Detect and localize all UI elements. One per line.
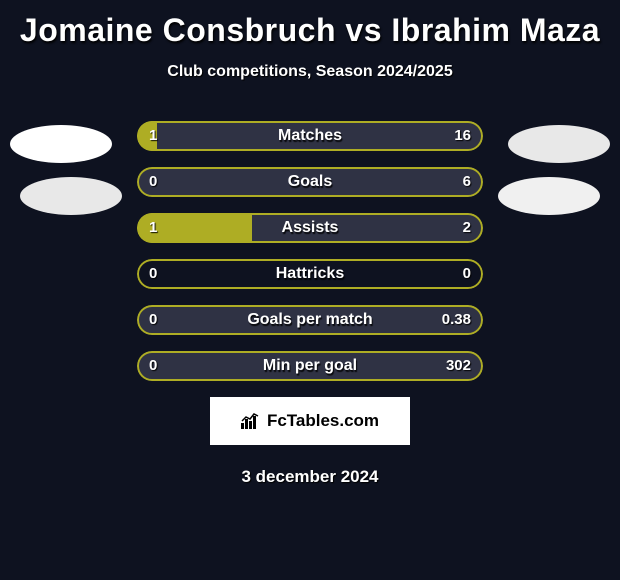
page-subtitle: Club competitions, Season 2024/2025 [0, 63, 620, 81]
stat-row: 0302Min per goal [137, 351, 483, 381]
stat-label: Hattricks [137, 259, 483, 289]
stat-label: Goals [137, 167, 483, 197]
stat-row: 00Hattricks [137, 259, 483, 289]
stat-row: 00.38Goals per match [137, 305, 483, 335]
stat-label: Assists [137, 213, 483, 243]
branding-badge: FcTables.com [210, 397, 410, 445]
stat-row: 12Assists [137, 213, 483, 243]
chart-icon [241, 413, 261, 429]
stat-row: 116Matches [137, 121, 483, 151]
branding-label: FcTables.com [267, 411, 379, 431]
player-right-avatar-1 [508, 125, 610, 163]
stat-label: Min per goal [137, 351, 483, 381]
stat-label: Matches [137, 121, 483, 151]
player-left-avatar-2 [20, 177, 122, 215]
stat-rows-container: 116Matches 06Goals 12Assists 00Hattricks 00.… [137, 121, 483, 381]
player-left-avatar-1 [10, 125, 112, 163]
stat-label: Goals per match [137, 305, 483, 335]
stat-row: 06Goals [137, 167, 483, 197]
page-title: Jomaine Consbruch vs Ibrahim Maza [0, 0, 620, 49]
player-right-avatar-2 [498, 177, 600, 215]
comparison-chart: 116Matches 06Goals 12Assists 00Hattricks 00.… [0, 121, 620, 381]
footer-date: 3 december 2024 [0, 467, 620, 487]
